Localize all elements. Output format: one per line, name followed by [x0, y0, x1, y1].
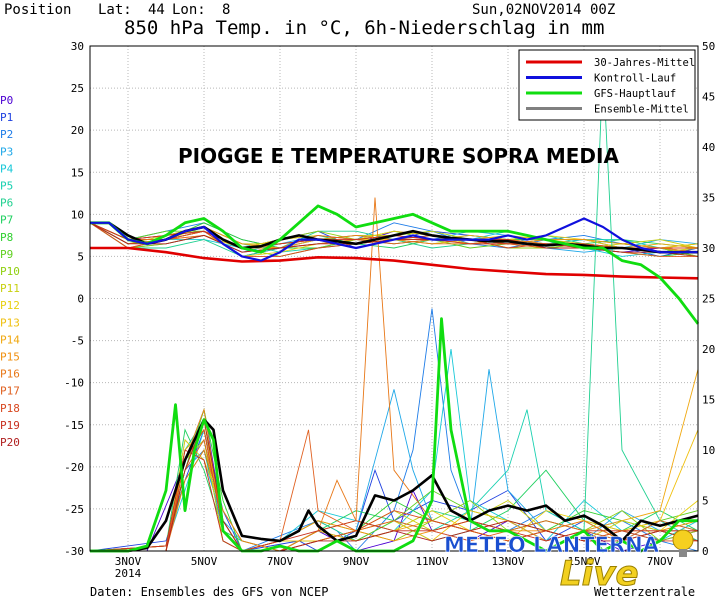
position-label: Position — [4, 2, 71, 18]
legend-label-2: GFS-Hauptlauf — [594, 88, 676, 100]
member-precip-p16 — [90, 197, 698, 552]
y-right-tick-label-6: 20 — [702, 343, 715, 356]
member-label-p17: P17 — [0, 385, 20, 398]
y-right-tick-label-10: 0 — [702, 545, 709, 558]
y-left-tick-label-7: -5 — [71, 335, 84, 348]
y-left-tick-label-1: 25 — [71, 82, 84, 95]
y-right-tick-label-8: 10 — [702, 444, 715, 457]
legend-label-0: 30-Jahres-Mittel — [594, 57, 695, 69]
member-label-p2: P2 — [0, 128, 13, 141]
y-left-tick-label-5: 5 — [77, 250, 84, 263]
x-tick-label-4: 11NOV — [415, 555, 448, 568]
member-label-p10: P10 — [0, 265, 20, 278]
y-left-tick-label-8: -10 — [64, 377, 84, 390]
chart-title: 850 hPa Temp. in °C, 6h-Niederschlag in … — [124, 17, 604, 39]
member-label-p5: P5 — [0, 180, 13, 193]
legend-label-1: Kontroll-Lauf — [594, 73, 676, 85]
member-temp-p2 — [89, 222, 699, 257]
member-label-p18: P18 — [0, 402, 20, 415]
x-tick-label-6: 15NOV — [567, 555, 600, 568]
legend-label-3: Ensemble-Mittel — [594, 104, 689, 116]
y-right-tick-label-3: 35 — [702, 192, 715, 205]
series-30-jahres-mittel-left — [90, 246, 699, 280]
member-label-p13: P13 — [0, 316, 20, 329]
y-right-tick-label-0: 50 — [702, 40, 715, 53]
plot-frame — [89, 45, 699, 552]
y-axis-left-labels: 30 25 20 15 10 5 0 -5 -10 -15 -20 -25 -30 — [64, 40, 84, 558]
lon-label: Lon: — [172, 2, 206, 18]
x-tick-year-0: 2014 — [115, 567, 142, 580]
member-label-p8: P8 — [0, 231, 13, 244]
run-date: Sun,02NOV2014 00Z — [472, 2, 615, 18]
y-right-tick-label-7: 15 — [702, 394, 715, 407]
y-left-tick-label-9: -15 — [64, 419, 84, 432]
x-tick-label-2: 7NOV — [267, 555, 294, 568]
member-label-p9: P9 — [0, 248, 13, 261]
legend: 30-Jahres-Mittel Kontroll-Lauf GFS-Hauptla… — [518, 49, 696, 121]
y-left-tick-label-6: 0 — [77, 293, 84, 306]
y-right-tick-label-5: 25 — [702, 293, 715, 306]
member-label-p12: P12 — [0, 299, 20, 312]
y-left-tick-label-0: 30 — [71, 40, 84, 53]
y-left-tick-label-12: -30 — [64, 545, 84, 558]
member-label-p11: P11 — [0, 282, 20, 295]
member-label-p19: P19 — [0, 419, 20, 432]
series-ensemble-mittel-right — [90, 418, 699, 553]
y-left-tick-label-2: 20 — [71, 124, 84, 137]
lat-value: 44 — [148, 2, 165, 18]
headline-overlay: PIOGGE E TEMPERATURE SOPRA MEDIA — [178, 144, 619, 168]
lat-label: Lat: — [98, 2, 132, 18]
x-tick-label-5: 13NOV — [491, 555, 524, 568]
member-label-p7: P7 — [0, 214, 13, 227]
member-label-p16: P16 — [0, 368, 20, 381]
y-left-tick-label-11: -25 — [64, 503, 84, 516]
member-label-p6: P6 — [0, 197, 13, 210]
series-kontroll-lauf-left — [90, 217, 698, 262]
y-right-tick-label-4: 30 — [702, 242, 715, 255]
data-source: Daten: Ensembles des GFS von NCEP — [90, 585, 328, 599]
main-series-lines — [90, 204, 700, 553]
x-tick-label-7: 7NOV — [647, 555, 674, 568]
meteo-lanterna-logo: METEO LANTERNA Live — [444, 529, 694, 595]
member-label-p0: P0 — [0, 94, 13, 107]
member-precip-p8 — [90, 407, 699, 552]
y-right-tick-label-2: 40 — [702, 141, 715, 154]
member-precip-p19 — [89, 449, 699, 552]
lon-value: 8 — [222, 2, 230, 18]
y-right-tick-label-9: 5 — [702, 495, 709, 508]
y-left-tick-label-4: 10 — [71, 208, 84, 221]
series-gfs-hauptlauf-left — [90, 204, 700, 325]
x-tick-label-0: 3NOV — [115, 555, 142, 568]
x-tick-label-3: 9NOV — [343, 555, 370, 568]
member-label-p20: P20 — [0, 436, 20, 449]
x-tick-label-1: 5NOV — [191, 555, 218, 568]
member-label-p3: P3 — [0, 145, 13, 158]
lightbulb-icon — [672, 529, 694, 557]
logo-script: Live — [560, 554, 639, 594]
member-label-p4: P4 — [0, 162, 14, 175]
y-left-tick-label-3: 15 — [71, 166, 84, 179]
logo-text: METEO LANTERNA — [444, 533, 660, 557]
member-label-p14: P14 — [0, 333, 20, 346]
member-label-p1: P1 — [0, 111, 13, 124]
member-label-p15: P15 — [0, 351, 20, 364]
grid — [90, 45, 698, 552]
wetterzentrale-brand: Wetterzentrale — [594, 585, 695, 599]
y-left-tick-label-10: -20 — [64, 461, 84, 474]
y-right-tick-label-1: 45 — [702, 91, 715, 104]
member-labels: P0 P1 P2 P3 P4 P5 P6 P7 P8 P9 P10 P11 P12 P13 P14 P15 P1… — [0, 94, 20, 449]
